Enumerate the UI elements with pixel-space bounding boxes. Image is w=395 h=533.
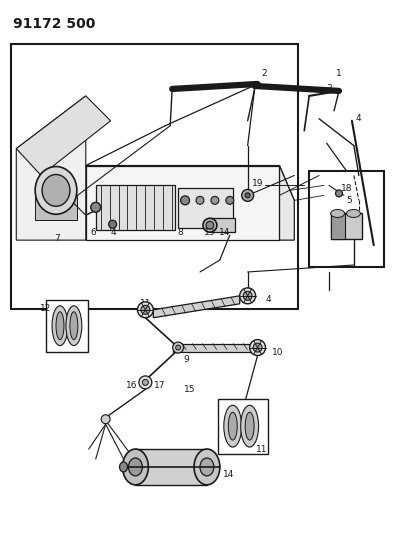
Text: 7: 7 bbox=[54, 233, 60, 243]
Ellipse shape bbox=[42, 174, 70, 206]
Text: 4: 4 bbox=[111, 228, 117, 237]
Ellipse shape bbox=[35, 166, 77, 214]
Ellipse shape bbox=[173, 342, 184, 353]
Bar bbox=[96, 185, 175, 230]
Ellipse shape bbox=[242, 189, 254, 201]
Ellipse shape bbox=[335, 190, 342, 197]
Polygon shape bbox=[173, 344, 263, 352]
Text: 4: 4 bbox=[356, 114, 362, 123]
Text: 11: 11 bbox=[139, 300, 151, 308]
Ellipse shape bbox=[243, 292, 252, 300]
Text: 14: 14 bbox=[219, 228, 231, 237]
Ellipse shape bbox=[245, 412, 254, 440]
Text: 10: 10 bbox=[272, 348, 283, 357]
Ellipse shape bbox=[142, 379, 149, 385]
Ellipse shape bbox=[346, 209, 361, 217]
Text: 13: 13 bbox=[204, 228, 216, 237]
Ellipse shape bbox=[200, 458, 214, 476]
Ellipse shape bbox=[52, 306, 68, 345]
Bar bbox=[331, 214, 363, 239]
Text: 18: 18 bbox=[341, 184, 352, 193]
Text: 11: 11 bbox=[256, 445, 267, 454]
Text: 19: 19 bbox=[252, 179, 263, 188]
Ellipse shape bbox=[245, 193, 250, 198]
Ellipse shape bbox=[194, 449, 220, 485]
Text: 6: 6 bbox=[91, 228, 97, 237]
Polygon shape bbox=[16, 96, 86, 240]
Bar bbox=[218, 399, 267, 454]
Ellipse shape bbox=[128, 458, 142, 476]
Ellipse shape bbox=[66, 306, 82, 345]
Bar bbox=[331, 214, 344, 239]
Ellipse shape bbox=[56, 312, 64, 340]
Text: 9: 9 bbox=[183, 355, 189, 364]
Ellipse shape bbox=[253, 343, 262, 352]
Ellipse shape bbox=[181, 196, 190, 205]
Bar bbox=[178, 188, 233, 228]
Polygon shape bbox=[16, 96, 111, 175]
Text: 2: 2 bbox=[262, 69, 267, 77]
Ellipse shape bbox=[331, 209, 344, 217]
Bar bbox=[135, 449, 207, 485]
Ellipse shape bbox=[211, 196, 219, 204]
Text: 1: 1 bbox=[336, 69, 342, 77]
Bar bbox=[46, 300, 88, 352]
Bar bbox=[86, 166, 279, 240]
Ellipse shape bbox=[250, 340, 265, 356]
Text: 17: 17 bbox=[154, 381, 165, 390]
Ellipse shape bbox=[120, 462, 128, 472]
Ellipse shape bbox=[109, 220, 117, 228]
Polygon shape bbox=[279, 166, 294, 240]
Ellipse shape bbox=[137, 302, 153, 318]
Ellipse shape bbox=[139, 376, 152, 389]
Polygon shape bbox=[153, 296, 240, 318]
Text: 3: 3 bbox=[326, 84, 332, 93]
Text: 4: 4 bbox=[265, 295, 271, 304]
Text: 16: 16 bbox=[126, 381, 137, 390]
Ellipse shape bbox=[70, 312, 78, 340]
Text: 15: 15 bbox=[184, 385, 196, 394]
Ellipse shape bbox=[240, 288, 256, 304]
Ellipse shape bbox=[206, 221, 214, 229]
Text: 5: 5 bbox=[346, 196, 352, 205]
Ellipse shape bbox=[91, 203, 101, 212]
Bar bbox=[210, 218, 235, 232]
Ellipse shape bbox=[176, 345, 181, 350]
Polygon shape bbox=[35, 196, 77, 220]
Ellipse shape bbox=[203, 218, 217, 232]
Ellipse shape bbox=[141, 305, 150, 314]
Text: 14: 14 bbox=[223, 471, 234, 479]
Ellipse shape bbox=[241, 405, 259, 447]
Ellipse shape bbox=[196, 196, 204, 204]
Text: 91172 500: 91172 500 bbox=[13, 17, 96, 31]
Ellipse shape bbox=[122, 449, 149, 485]
Bar bbox=[309, 171, 384, 266]
Ellipse shape bbox=[224, 405, 242, 447]
Ellipse shape bbox=[226, 196, 234, 204]
Bar bbox=[11, 44, 297, 309]
Text: 8: 8 bbox=[177, 228, 183, 237]
Ellipse shape bbox=[228, 412, 237, 440]
Text: 12: 12 bbox=[40, 304, 51, 313]
Polygon shape bbox=[86, 166, 294, 200]
Ellipse shape bbox=[101, 415, 110, 424]
